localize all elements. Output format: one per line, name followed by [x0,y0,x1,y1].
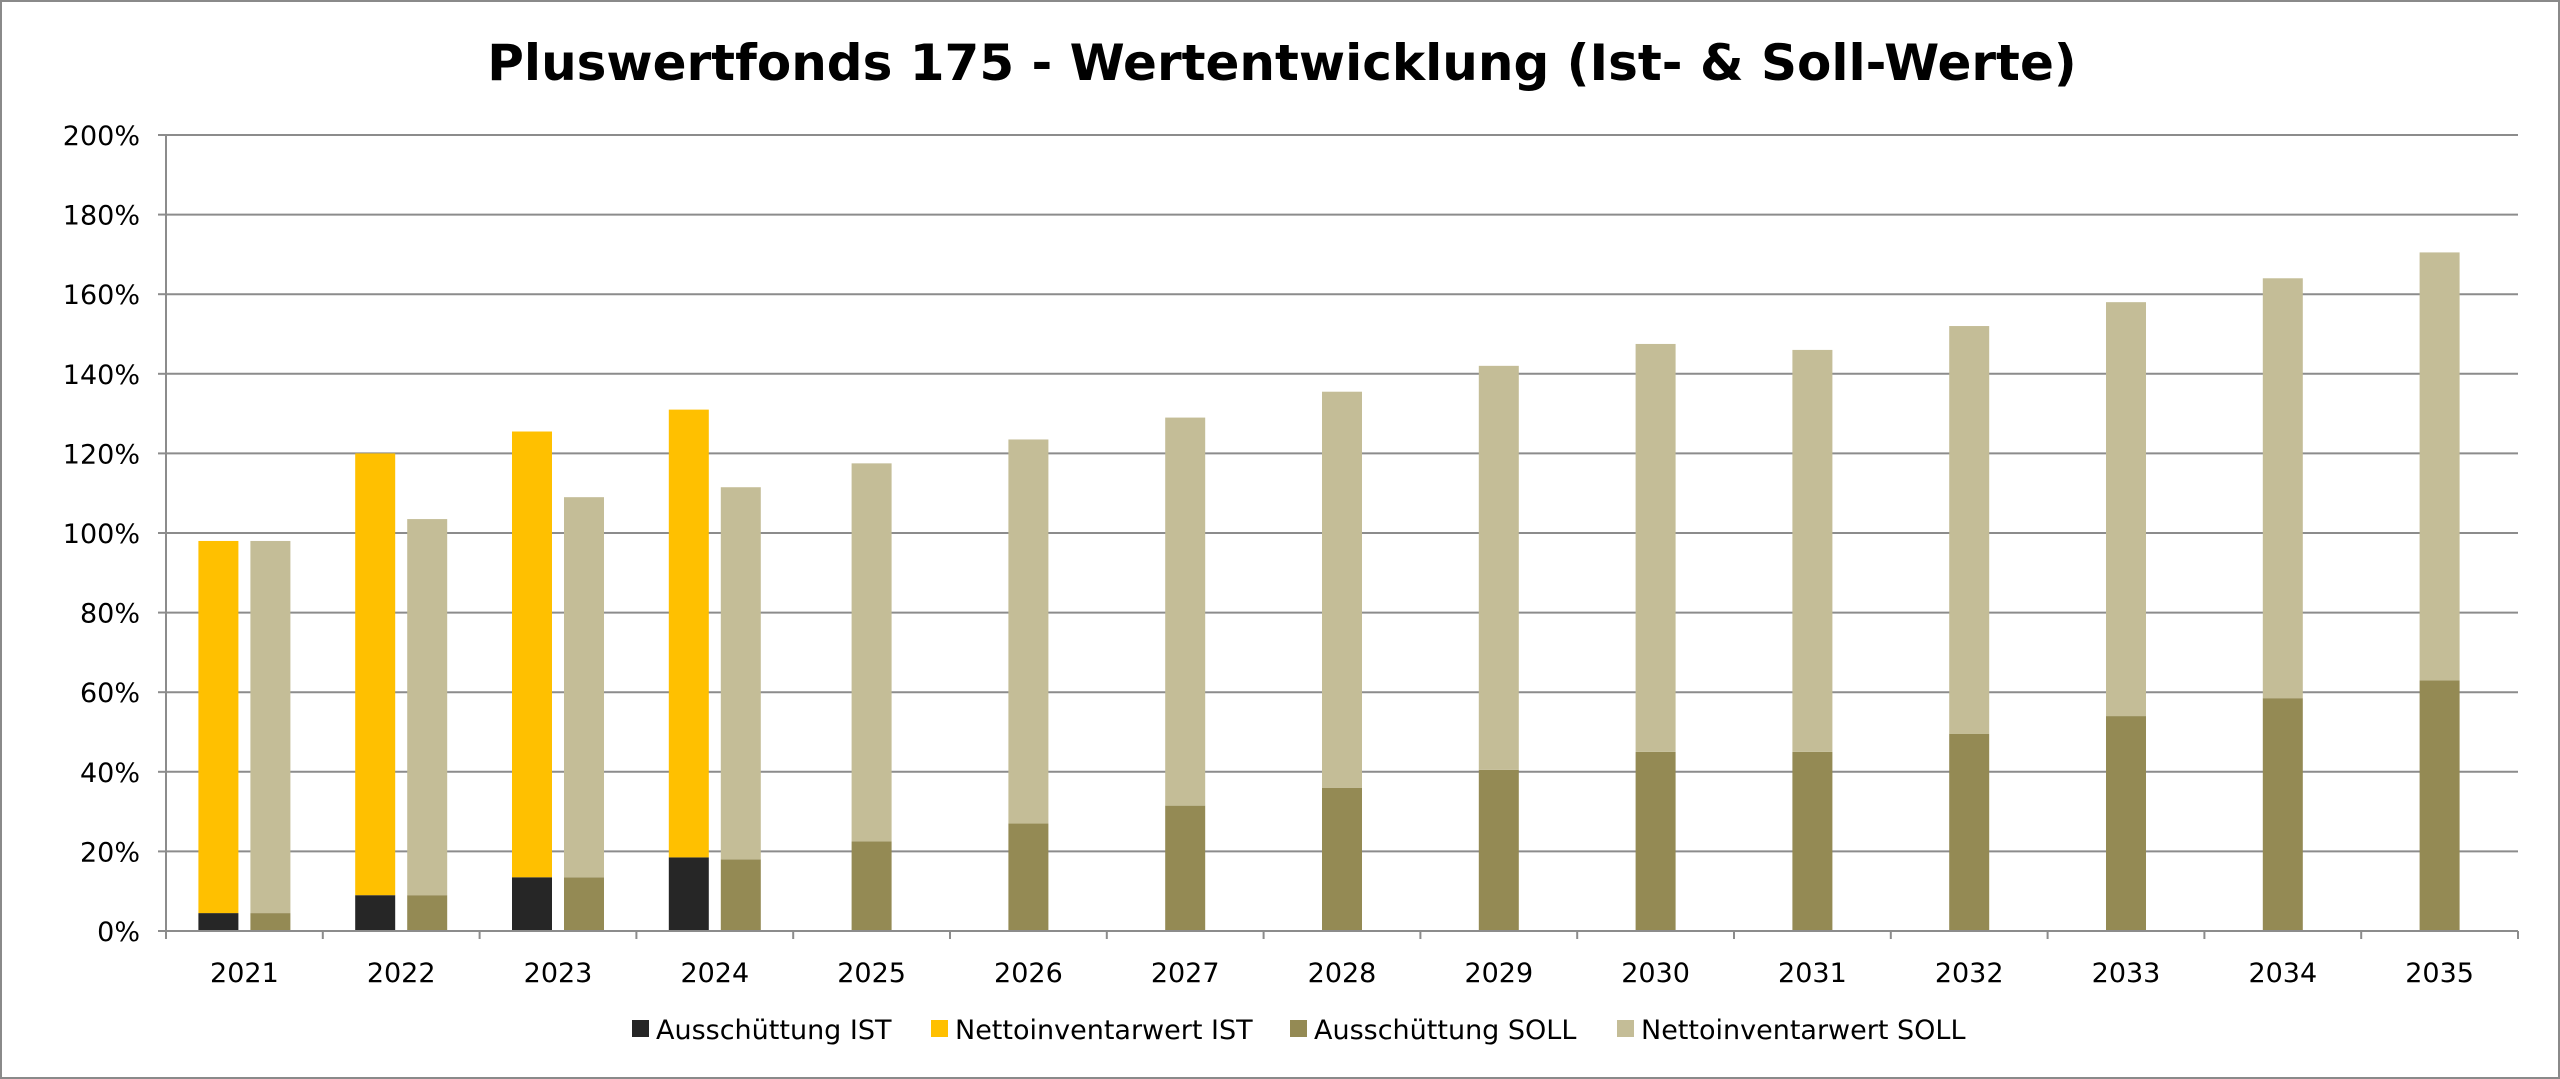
x-tick-label: 2024 [680,958,749,989]
bar-nettoinventarwert-soll-2033 [2106,302,2146,717]
legend-swatch [1290,1020,1307,1037]
bar-nettoinventarwert-soll-2031 [1792,349,1833,752]
x-tick-label: 2034 [2248,958,2317,989]
y-tick-label: 160% [63,280,140,311]
bar-nettoinventarwert-soll-2022 [407,519,448,896]
legend-label: Nettoinventarwert IST [955,1015,1253,1046]
bar-ausschuettung-soll-2033 [2106,716,2146,931]
bar-nettoinventarwert-ist-2021 [198,540,239,914]
bar-nettoinventarwert-ist-2022 [355,453,396,896]
x-tick-label: 2028 [1308,958,1377,989]
bar-nettoinventarwert-soll-2034 [2262,278,2303,699]
bar-ausschuettung-soll-2027 [1165,805,1206,931]
x-tick-label: 2030 [1621,958,1690,989]
legend: Ausschüttung IST Nettoinventarwert IST Aus… [632,1015,1966,1046]
bar-nettoinventarwert-soll-2030 [1635,343,1676,752]
x-tick-label: 2021 [210,958,279,989]
y-tick-label: 180% [63,201,140,232]
bar-ausschuettung-soll-2034 [2262,698,2303,931]
bar-ausschuettung-soll-2024 [720,859,761,931]
bar-ausschuettung-soll-2021 [250,913,291,931]
y-tick-label: 120% [63,439,140,470]
legend-swatch [632,1020,649,1037]
bar-ausschuettung-ist-2024 [668,857,709,931]
legend-label: Nettoinventarwert SOLL [1641,1015,1966,1046]
bar-ausschuettung-soll-2029 [1478,769,1519,931]
bar-nettoinventarwert-soll-2032 [1949,326,1990,734]
bar-ausschuettung-soll-2023 [564,877,604,931]
bar-nettoinventarwert-soll-2021 [250,540,291,914]
bar-nettoinventarwert-ist-2024 [668,409,709,858]
x-tick-label: 2027 [1151,958,1220,989]
legend-label: Ausschüttung IST [656,1015,892,1046]
bar-ausschuettung-soll-2032 [1949,733,1990,931]
y-tick-label: 140% [63,360,140,391]
bar-nettoinventarwert-soll-2029 [1478,365,1519,770]
chart-title: Pluswertfonds 175 - Wertentwicklung (Ist… [487,34,2076,92]
bar-ausschuettung-soll-2026 [1008,823,1049,931]
bar-nettoinventarwert-soll-2035 [2419,252,2460,681]
bar-nettoinventarwert-soll-2028 [1322,391,1362,788]
y-axis-ticks: 0% 20% 40% 60% 80% 100% 120% 140% 160% 180% 200% [63,121,140,948]
x-tick-label: 2025 [837,958,906,989]
bar-nettoinventarwert-soll-2025 [851,463,892,842]
bar-ausschuettung-soll-2035 [2419,680,2460,931]
x-tick-label: 2023 [524,958,593,989]
bar-ausschuettung-ist-2021 [198,913,239,931]
y-tick-label: 60% [80,678,140,709]
x-tick-label: 2029 [1464,958,1533,989]
y-tick-label: 40% [80,758,140,789]
x-tick-label: 2031 [1778,958,1847,989]
x-tick-label: 2026 [994,958,1063,989]
legend-swatch [931,1020,948,1037]
bar-ausschuettung-ist-2023 [512,877,552,931]
bar-nettoinventarwert-soll-2026 [1008,439,1049,824]
x-tick-label: 2032 [1935,958,2004,989]
y-tick-label: 0% [97,917,140,948]
y-tick-label: 20% [80,837,140,868]
bars [198,252,2460,931]
bar-nettoinventarwert-ist-2023 [512,431,552,878]
y-tick-label: 80% [80,599,140,630]
x-axis-ticks: 2021 2022 2023 2024 2025 2026 2027 2028 2029 2030… [210,958,2474,989]
bar-ausschuettung-soll-2028 [1322,787,1362,931]
bar-ausschuettung-soll-2025 [851,841,892,931]
bar-nettoinventarwert-soll-2024 [720,487,761,860]
y-tick-label: 200% [63,121,140,152]
bar-ausschuettung-ist-2022 [355,895,396,931]
x-tick-label: 2035 [2405,958,2474,989]
legend-label: Ausschüttung SOLL [1314,1015,1576,1046]
x-tick-label: 2033 [2092,958,2161,989]
bar-nettoinventarwert-soll-2023 [564,497,604,878]
y-tick-label: 100% [63,519,140,550]
axes [158,134,2519,939]
legend-swatch [1617,1020,1634,1037]
x-tick-label: 2022 [367,958,436,989]
bar-ausschuettung-soll-2030 [1635,751,1676,931]
bar-ausschuettung-soll-2031 [1792,751,1833,931]
bar-ausschuettung-soll-2022 [407,895,448,931]
bar-nettoinventarwert-soll-2027 [1165,417,1206,806]
